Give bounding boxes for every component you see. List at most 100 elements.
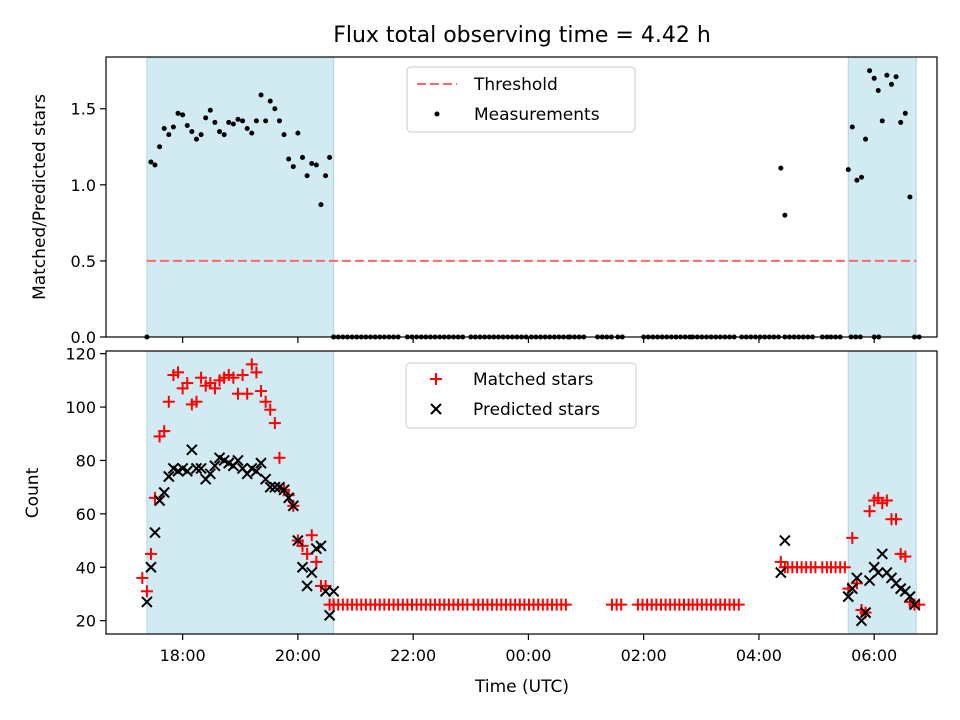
measurement-point: [276, 118, 282, 124]
measurement-point: [212, 119, 218, 125]
y-tick-label: 20: [76, 612, 96, 631]
predicted-star-point: [908, 598, 921, 611]
predicted-star-point: [204, 468, 217, 480]
measurement-point: [244, 126, 250, 132]
top-shaded-intervals: [146, 56, 917, 338]
predicted-star-point: [145, 561, 157, 573]
y-tick-label: 80: [76, 451, 96, 470]
legend-predicted-label: Predicted stars: [473, 400, 600, 420]
predicted-star-point: [278, 484, 290, 496]
bottom-axes-frame: [105, 350, 938, 635]
predicted-star-point: [775, 566, 787, 579]
shaded-interval-0: [146, 56, 335, 338]
predicted-star-point: [141, 596, 153, 608]
predicted-star-point: [301, 580, 313, 592]
measurement-point: [240, 118, 246, 124]
matched-star-point: [227, 371, 240, 384]
measurement-point: [859, 174, 865, 180]
measurement-point: [272, 106, 278, 112]
measurement-point: [778, 165, 784, 171]
predicted-star-point: [842, 590, 854, 603]
predicted-star-point: [269, 481, 281, 493]
measurement-point: [235, 116, 241, 122]
predicted-star-point: [153, 494, 166, 507]
matched-star-point: [181, 377, 194, 390]
measurement-point: [879, 118, 885, 124]
predicted-star-point: [259, 473, 272, 485]
matched-star-point: [559, 598, 572, 611]
measurement-point: [148, 159, 154, 165]
matched-star-point: [732, 598, 745, 611]
bottom-x-ticks: 18:00 20:00 22:00 00:00 02:00 04:00 06:00: [160, 634, 897, 665]
measurement-point: [286, 156, 292, 162]
measurement-point: [309, 161, 315, 167]
measurement-point: [898, 119, 904, 125]
measurement-point: [863, 136, 869, 142]
top-x-ticks: [182, 337, 875, 343]
matched-star-point: [136, 571, 149, 584]
measurement-point: [175, 110, 181, 116]
x-tick-label: 00:00: [505, 646, 551, 665]
measurement-point: [318, 202, 324, 208]
x-tick-label: 06:00: [851, 646, 897, 665]
predicted-star-point: [186, 444, 198, 456]
predicted-star-point: [904, 590, 916, 603]
predicted-star-point: [779, 534, 791, 547]
predicted-star-point: [190, 462, 203, 475]
predicted-star-point: [282, 492, 295, 504]
predicted-star-point: [232, 454, 244, 467]
measurement-point: [888, 81, 894, 87]
predicted-star-point: [181, 465, 193, 477]
top-axes-frame: [105, 56, 938, 338]
predicted-star-point: [255, 457, 267, 469]
measurement-point: [854, 177, 860, 183]
measurement-point: [295, 130, 301, 136]
measurement-point: [327, 154, 333, 160]
measurement-point: [217, 129, 223, 135]
measurement-point: [313, 162, 319, 168]
predicted-star-point: [195, 462, 207, 475]
matched-star-point: [880, 494, 893, 507]
shaded-interval-1: [847, 56, 917, 338]
matched-star-point: [305, 529, 318, 542]
y-tick-label: 1.5: [71, 100, 96, 119]
y-tick-label: 1.0: [71, 176, 96, 195]
matched-star-point: [195, 371, 208, 384]
predicted-star-point: [163, 470, 175, 483]
measurement-point: [203, 115, 209, 121]
predicted-star-point: [315, 540, 327, 552]
measurement-point: [893, 74, 899, 80]
predicted-star-point: [149, 526, 161, 539]
measurement-point: [253, 118, 259, 124]
matched-star-point: [863, 505, 876, 518]
y-tick-label: 0.0: [71, 328, 96, 347]
predicted-star-point: [846, 582, 858, 595]
measurement-point: [184, 122, 190, 128]
matched-star-point: [264, 403, 277, 416]
x-tick-label: 18:00: [160, 646, 206, 665]
matched-star-point: [172, 366, 185, 379]
measurement-point: [189, 129, 195, 135]
top-legend: Threshold Measurements: [406, 66, 636, 133]
matched-star-point: [148, 491, 161, 504]
measurement-point: [249, 130, 255, 136]
measurement-point: [867, 68, 873, 74]
predicted-star-point: [323, 609, 336, 622]
top-y-ticks: 0.0 0.5 1.0 1.5: [71, 100, 106, 347]
matched-star-point: [162, 395, 175, 408]
measurement-point: [281, 132, 287, 138]
predicted-star-point: [859, 606, 872, 619]
legend-matched-label: Matched stars: [473, 370, 593, 390]
predicted-star-point: [264, 481, 276, 493]
measurement-point: [300, 154, 306, 160]
predicted-star-point: [876, 548, 888, 560]
y-tick-label: 0.5: [71, 252, 96, 271]
x-tick-label: 04:00: [736, 646, 782, 665]
matched-star-point: [899, 550, 912, 563]
shaded-interval-1: [847, 350, 917, 635]
matched-star-point: [846, 531, 859, 544]
measurement-point: [258, 92, 264, 98]
measurement-point: [166, 132, 172, 138]
measurement-point: [845, 167, 851, 173]
